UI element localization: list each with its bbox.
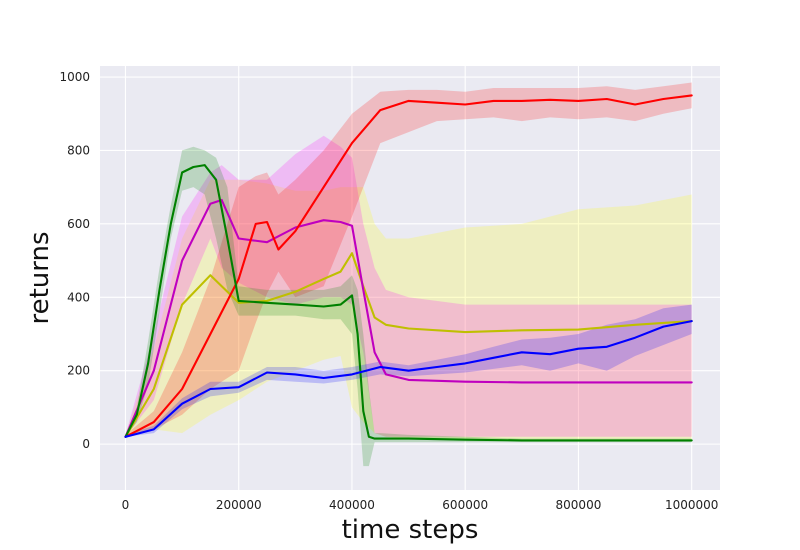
y-tick-label: 400 [67,290,90,304]
series-lines [124,94,693,442]
line-series-2 [124,94,693,438]
line-series-0 [124,252,693,438]
line-series-1 [124,198,693,438]
y-tick-label: 200 [67,364,90,378]
confidence-bands [125,82,692,467]
y-tick-label: 0 [82,437,90,451]
x-tick-label: 200000 [216,498,262,512]
band-series-0 [125,179,692,441]
y-axis-label: returns [25,231,55,324]
x-tick-label: 800000 [556,498,602,512]
band-series-3 [125,146,692,467]
x-tick-label: 1000000 [665,498,718,512]
plot-background [100,66,720,490]
x-tick-label: 400000 [329,498,375,512]
x-tick-label: 600000 [442,498,488,512]
x-tick-labels: 0 200000 400000 600000 800000 1000000 [122,498,719,512]
x-axis-label: time steps [342,515,479,545]
band-series-1 [125,135,692,437]
band-series-2 [125,82,692,437]
y-tick-label: 800 [67,143,90,157]
line-series-4 [124,320,693,438]
line-series-3 [124,164,693,442]
x-tick-label: 0 [122,498,130,512]
y-tick-label: 600 [67,217,90,231]
y-tick-labels: 0 200 400 600 800 1000 [59,70,90,451]
y-tick-label: 1000 [59,70,90,84]
